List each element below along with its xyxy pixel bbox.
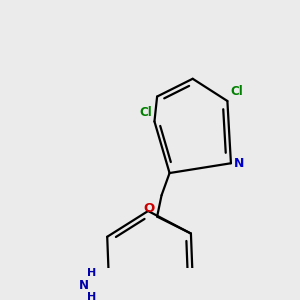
Text: Cl: Cl (139, 106, 152, 119)
Text: N: N (234, 157, 244, 170)
Text: O: O (143, 202, 154, 215)
Text: Cl: Cl (230, 85, 243, 98)
Text: N: N (79, 279, 88, 292)
Text: H: H (87, 268, 96, 278)
Text: H: H (87, 292, 96, 300)
